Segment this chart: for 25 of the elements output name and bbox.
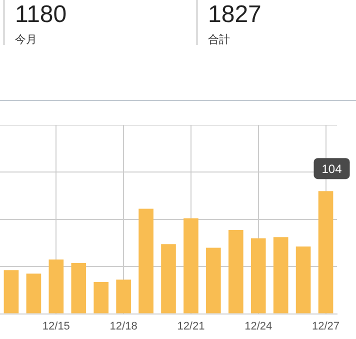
bar bbox=[228, 230, 244, 314]
bar bbox=[4, 270, 19, 314]
text: 合計 bbox=[208, 32, 231, 47]
bar bbox=[48, 260, 64, 314]
bar bbox=[161, 244, 176, 314]
bar bbox=[184, 218, 198, 314]
bar bbox=[250, 238, 266, 314]
bar bbox=[71, 263, 86, 314]
x-tick-label: 12/24 bbox=[244, 320, 272, 332]
text: 1180 bbox=[15, 1, 67, 28]
x-tick-label: 12/27 bbox=[312, 320, 340, 332]
bar bbox=[273, 237, 288, 314]
data-label: 104 bbox=[322, 162, 342, 176]
bar bbox=[296, 246, 311, 314]
x-tick-label: 12/15 bbox=[42, 320, 70, 332]
bar bbox=[26, 274, 42, 314]
bar bbox=[318, 191, 334, 314]
x-tick-label: 12/18 bbox=[110, 320, 138, 332]
text: 1827 bbox=[208, 1, 262, 28]
bar bbox=[206, 248, 221, 314]
bar bbox=[116, 280, 131, 314]
bar bbox=[138, 208, 154, 314]
bar bbox=[94, 282, 109, 314]
text: 今月 bbox=[15, 33, 38, 47]
x-tick-label: 12/21 bbox=[177, 320, 205, 332]
